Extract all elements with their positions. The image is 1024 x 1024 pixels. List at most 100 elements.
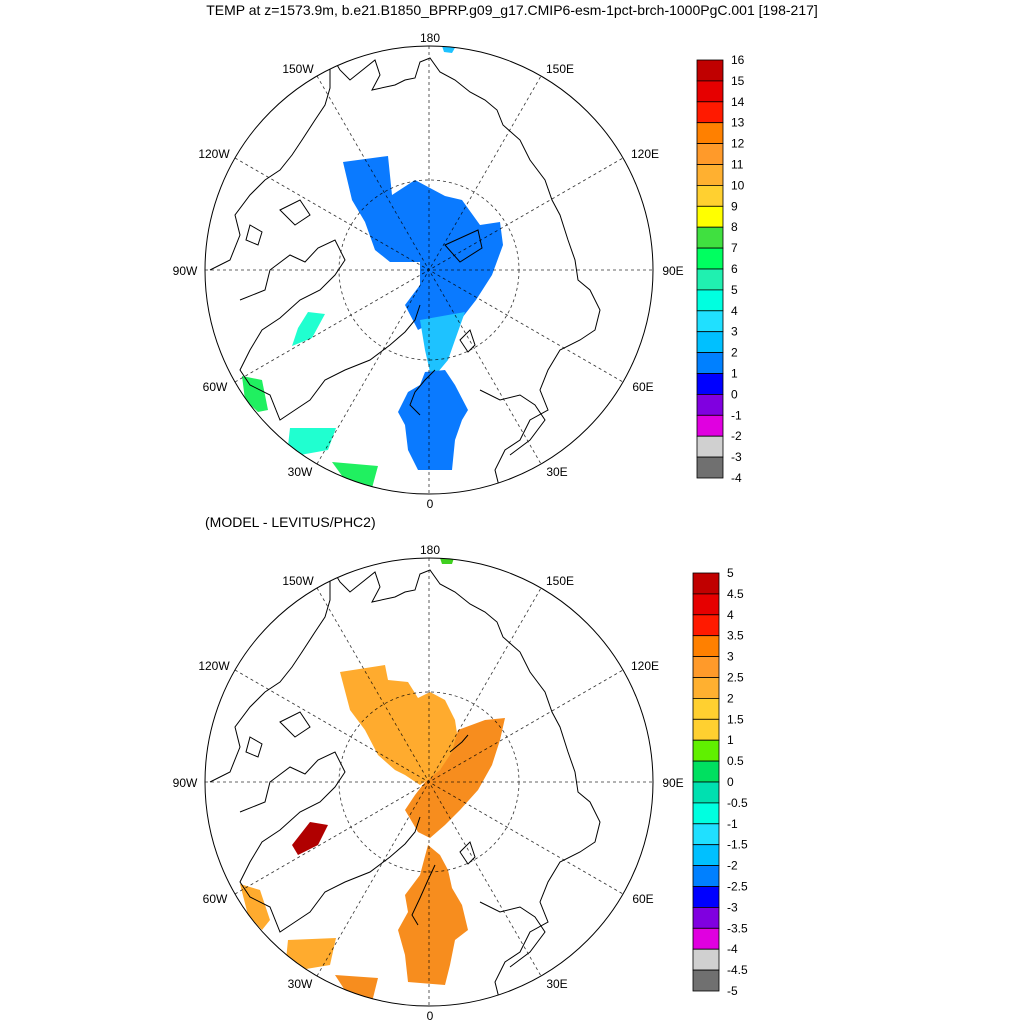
top-colorbar-swatch: [696, 435, 724, 458]
top-colorbar-label: 0: [731, 387, 738, 401]
bottom-colorbar-label: 0: [727, 775, 734, 789]
top-lon-label-60w: 60W: [203, 380, 228, 394]
top-colorbar-swatch: [696, 59, 724, 82]
bottom-colorbar-label: -2.5: [727, 880, 748, 894]
top-colorbar-swatch: [696, 226, 724, 249]
top-colorbar-swatch: [696, 268, 724, 291]
bottom-colorbar-swatch: [692, 906, 720, 929]
bottom-colorbar-label: 2.5: [727, 671, 744, 685]
bottom-colorbar-swatch: [692, 739, 720, 762]
bottom-colorbar-swatch: [692, 969, 720, 992]
bottom-colorbar-label: -3.5: [727, 921, 748, 935]
top-aqua-patch-75w: [292, 312, 325, 346]
top-colorbar-label: 15: [731, 74, 745, 88]
top-coastlines: [209, 52, 601, 491]
bottom-lower-dark-orange-field: [398, 845, 468, 985]
top-colorbar-label: 1: [731, 367, 738, 381]
top-colorbar-swatch: [696, 184, 724, 207]
top-colorbar-label: 12: [731, 137, 745, 151]
bottom-colorbar-swatch: [692, 823, 720, 846]
bottom-colorbar-label: 3.5: [727, 629, 744, 643]
top-lon-label-0: 0: [427, 497, 434, 511]
top-lon-label-180: 180: [420, 31, 440, 45]
top-lower-blue-field: [398, 370, 468, 470]
top-light-blue-field: [420, 312, 465, 372]
top-colorbar-label: -1: [731, 408, 742, 422]
bottom-lon-label-60w: 60W: [203, 892, 228, 906]
top-colorbar-label: 4: [731, 304, 738, 318]
bottom-colorbar-label: 5: [727, 566, 734, 580]
top-colorbar-swatch: [696, 352, 724, 374]
top-colorbar-swatch: [696, 373, 724, 395]
bottom-lon-label-120e: 120E: [631, 659, 659, 673]
top-lon-label-120e: 120E: [631, 147, 659, 161]
top-colorbar-label: -3: [731, 450, 742, 464]
top-colorbar-swatch: [696, 143, 724, 165]
bottom-colorbar-label: 0.5: [727, 754, 744, 768]
bottom-lon-label-30e: 30E: [546, 977, 567, 991]
bottom-main-orange-field: [340, 665, 458, 785]
bottom-colorbar-swatch: [692, 656, 720, 678]
top-lon-label-120w: 120W: [198, 147, 230, 161]
top-colorbar-label: 16: [731, 53, 745, 67]
bottom-colorbar-swatch: [692, 572, 720, 595]
bottom-colorbar-label: -5: [727, 984, 738, 998]
top-colorbar-swatch: [696, 101, 724, 124]
top-lon-label-90w: 90W: [173, 264, 198, 278]
bottom-colorbar-label: 1.5: [727, 712, 744, 726]
top-colorbar-label: 10: [731, 178, 745, 192]
bottom-dark-orange-patch-20w: [335, 975, 378, 1002]
bottom-colorbar-swatch: [692, 593, 720, 616]
bottom-colorbar: 5 4.5 4 3.5 3 2.5 2 1.5 1 0.5 0 -0.5 -1 -1.5 -2 -2.5 -3 -…: [692, 566, 748, 998]
bottom-lon-label-120w: 120W: [198, 659, 230, 673]
bottom-colorbar-label: 1: [727, 733, 734, 747]
bottom-colorbar-label: -4: [727, 942, 738, 956]
top-colorbar-label: 11: [731, 158, 744, 172]
bottom-dark-red-patch: [292, 822, 328, 855]
bottom-colorbar-label: -3: [727, 900, 738, 914]
top-colorbar-swatch: [696, 247, 724, 270]
top-colorbar-label: 5: [731, 283, 738, 297]
top-map-border: [204, 45, 654, 495]
bottom-colorbar-swatch: [692, 614, 720, 637]
top-lon-label-150e: 150E: [546, 62, 574, 76]
top-colorbar-swatch: [696, 80, 724, 103]
bottom-lon-label-90e: 90E: [662, 776, 683, 790]
bottom-colorbar-swatch: [692, 865, 720, 887]
bottom-colorbar-label: 2: [727, 691, 734, 705]
bottom-graticule: [205, 558, 653, 1006]
bottom-colorbar-label: 4: [727, 608, 734, 622]
figure-subtitle: (MODEL - LEVITUS/PHC2): [205, 514, 376, 530]
bottom-colorbar-swatch: [692, 886, 720, 908]
bottom-colorbar-label: -4.5: [727, 963, 748, 977]
bottom-coastlines: [209, 564, 601, 1003]
top-colorbar-swatch: [696, 205, 724, 228]
top-lon-label-30w: 30W: [288, 465, 313, 479]
top-colorbar-swatch: [696, 331, 724, 354]
top-colorbar-label: 3: [731, 325, 738, 339]
figure-title: TEMP at z=1573.9m, b.e21.B1850_BPRP.g09_…: [206, 2, 818, 18]
bottom-colorbar-label: 4.5: [727, 587, 744, 601]
top-aqua-patch-35w: [288, 428, 336, 455]
top-main-temperature-field: [343, 156, 503, 330]
top-colorbar-label: 8: [731, 220, 738, 234]
bottom-colorbar-swatch: [692, 927, 720, 950]
top-colorbar-label: 14: [731, 95, 745, 109]
bottom-colorbar-swatch: [692, 802, 720, 825]
top-green-patch-20w: [332, 462, 378, 488]
bottom-polar-map: 180 150W 150E 120W 120E 90W 90E 60W 60E …: [173, 543, 748, 1023]
top-colorbar-swatch: [696, 289, 724, 312]
bottom-lon-label-150w: 150W: [282, 574, 314, 588]
bottom-orange-patch-35w: [286, 938, 336, 970]
top-colorbar-swatch: [696, 393, 724, 416]
top-lon-label-90e: 90E: [662, 264, 683, 278]
bottom-lon-label-30w: 30W: [288, 977, 313, 991]
bottom-lon-label-0: 0: [427, 1009, 434, 1023]
bottom-lon-label-180: 180: [420, 543, 440, 557]
top-colorbar-label: -2: [731, 429, 742, 443]
bottom-map-border: [204, 557, 654, 1007]
top-colorbar-label: 13: [731, 116, 745, 130]
top-lon-label-60e: 60E: [632, 380, 653, 394]
bottom-dark-orange-field: [405, 718, 505, 838]
